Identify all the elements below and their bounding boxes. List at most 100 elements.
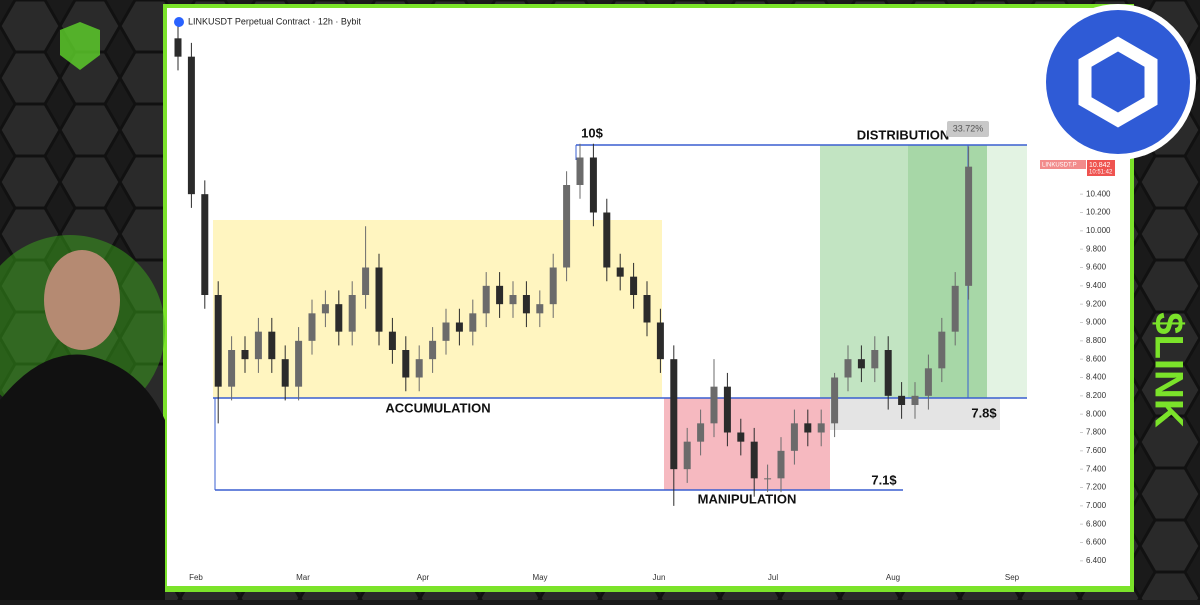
candle-body [911,395,919,405]
y-tick-label: 7.400 [1086,464,1107,473]
candle-body [563,185,571,268]
candle-body [710,386,718,424]
x-tick-label: Apr [417,573,430,582]
candle-body [737,432,745,442]
gain-box [947,121,989,137]
x-tick-label: Jul [768,573,778,582]
candle-body [790,423,798,451]
y-tick-label: 8.000 [1086,409,1107,418]
symbol-icon [174,17,184,27]
candle-body [442,322,450,341]
candle-body [938,331,946,369]
manipulation-zone [664,398,830,490]
candle-body [201,194,209,295]
candle-body [388,331,396,350]
y-tick-label: 10.200 [1086,208,1111,217]
y-tick-label: 10.000 [1086,226,1111,235]
candle-body [951,285,959,332]
y-tick-label: 7.000 [1086,501,1107,510]
x-tick-label: May [532,573,547,582]
price-tag-box [1087,160,1115,176]
candle-body [348,295,356,332]
candle-body [804,423,812,433]
distribution-zone-inner [908,145,987,398]
candle-body [844,359,852,378]
candle-body [375,267,383,332]
candle-body [254,331,262,360]
candle-body [857,359,865,369]
candle-body [965,166,973,286]
candles [174,24,973,506]
x-tick-label: Sep [1005,573,1020,582]
chart-title: LINKUSDT Perpetual Contract · 12h · Bybi… [188,16,361,26]
candle-body [268,331,276,360]
annotation: MANIPULATION [698,491,797,506]
y-tick-label: 9.200 [1086,299,1107,308]
candle-body [362,267,370,295]
candle-body [616,267,624,277]
candle-body [308,313,316,341]
candle-body [630,276,638,295]
x-tick-label: Jun [653,573,666,582]
avatar-body [0,354,165,600]
candle-body [817,423,825,433]
x-tick-label: Mar [296,573,310,582]
annotation: 10$ [581,125,603,140]
candle-body [536,304,544,314]
x-tick-label: Aug [886,573,900,582]
candle-body [469,313,477,332]
y-tick-label: 8.600 [1086,354,1107,363]
annotation: 7.1$ [871,472,897,487]
candle-body [643,295,651,323]
y-tick-label: 10.400 [1086,189,1111,198]
candle-body [589,157,597,213]
accumulation-zone [213,220,662,398]
y-tick-label: 9.600 [1086,263,1107,272]
y-tick-label: 8.400 [1086,373,1107,382]
candle-body [871,350,879,369]
y-tick-label: 9.800 [1086,244,1107,253]
candle-body [683,441,691,470]
candle-body [174,38,182,57]
candle-body [750,441,758,479]
candle-body [241,350,249,360]
price-tag-countdown: 10:51:42 [1089,170,1113,176]
price-tag-symbol-box [1040,160,1086,169]
candle-body [509,295,517,305]
candle-body [281,359,289,387]
candle-body [429,340,437,360]
y-tick-label: 7.800 [1086,428,1107,437]
candle-body [764,478,772,480]
candle-body [656,322,664,360]
x-tick-label: Feb [189,573,203,582]
y-tick-label: 6.400 [1086,556,1107,565]
y-tick-label: 6.600 [1086,538,1107,547]
candle-body [415,359,423,378]
y-tick-label: 9.000 [1086,318,1107,327]
candle-body [482,285,490,314]
brand-text: $LINK [1146,312,1190,428]
avatar-head [44,250,120,350]
candle-body [295,340,303,387]
candle-body [335,304,343,332]
candle-body [187,56,195,195]
candle-body [831,377,839,424]
candle-body [603,212,611,268]
annotation: 7.8$ [971,405,997,420]
brand-gem [60,22,100,70]
candle-body [522,295,530,314]
annotation: DISTRIBUTION [857,127,949,142]
candle-body [884,350,892,396]
price-tag-price: 10.842 [1089,162,1111,169]
annotation: ACCUMULATION [385,400,490,415]
y-tick-label: 7.200 [1086,483,1107,492]
candle-body [670,359,678,470]
y-tick-label: 8.800 [1086,336,1107,345]
logo-hexagon [1078,36,1158,128]
y-tick-label: 9.400 [1086,281,1107,290]
candle-body [228,350,236,387]
candle-body [455,322,463,332]
candle-body [723,386,731,433]
